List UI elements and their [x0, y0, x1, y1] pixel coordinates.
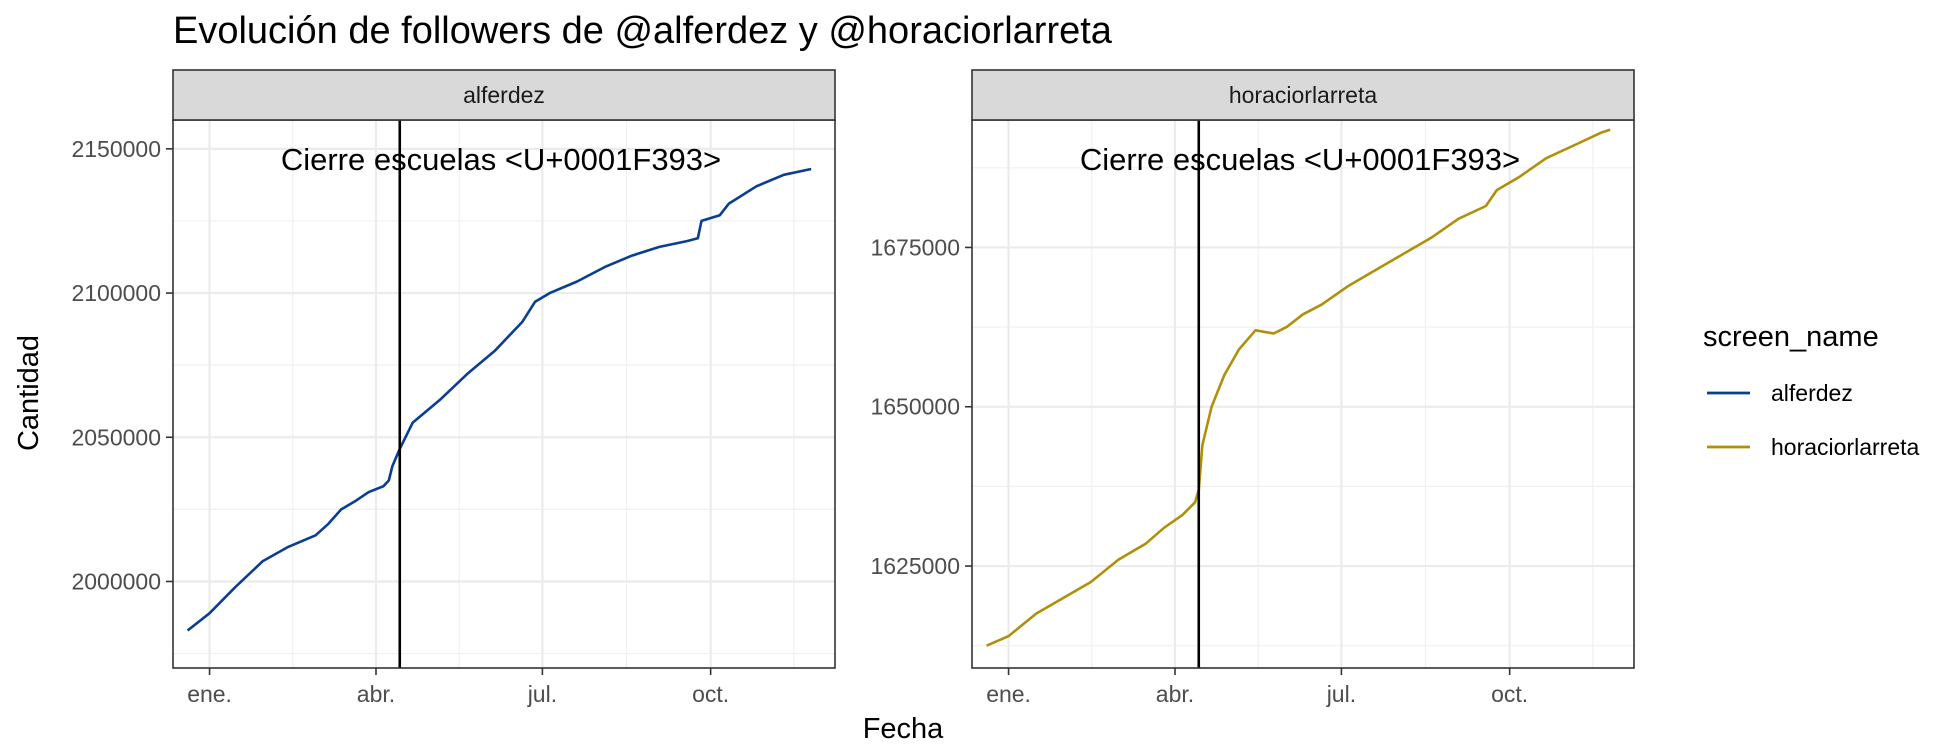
- panel-background: [173, 120, 835, 668]
- series-line-horaciorlarreta: [986, 128, 1611, 647]
- panel-background: [972, 120, 1634, 668]
- series-line-alferdez: [186, 167, 812, 632]
- y-tick-label: 1675000: [870, 234, 960, 260]
- strip-background: [172, 69, 836, 121]
- panels: Cierre escuelas <U+0001F393> alferdez 2000…: [71, 69, 1635, 707]
- y-tick-label: 2050000: [71, 424, 161, 450]
- x-tick-label: abr.: [357, 681, 395, 707]
- x-tick-label: jul.: [527, 681, 557, 707]
- legend: screen_name alferdez horaciorlarreta: [1703, 321, 1919, 460]
- y-tick-label: 2150000: [71, 136, 161, 162]
- x-axis-title: Fecha: [863, 713, 944, 745]
- legend-item-horaciorlarreta: horaciorlarreta: [1707, 434, 1919, 460]
- chart-title: Evolución de followers de @alferdez y @h…: [173, 10, 1113, 52]
- legend-label: alferdez: [1771, 380, 1853, 406]
- annotation-label: Cierre escuelas <U+0001F393>: [281, 142, 721, 177]
- y-tick-label: 2000000: [71, 568, 161, 594]
- y-tick-label: 1650000: [870, 394, 960, 420]
- legend-item-alferdez: alferdez: [1707, 380, 1853, 406]
- panel-alferdez: Cierre escuelas <U+0001F393> alferdez 2000…: [71, 69, 836, 707]
- x-tick-label: oct.: [1491, 681, 1528, 707]
- x-tick-label: ene.: [187, 681, 232, 707]
- x-tick-label: abr.: [1156, 681, 1194, 707]
- y-axis-title: Cantidad: [13, 335, 45, 451]
- x-tick-label: ene.: [986, 681, 1031, 707]
- strip-label: alferdez: [463, 82, 545, 108]
- y-tick-label: 1625000: [870, 553, 960, 579]
- x-tick-label: jul.: [1326, 681, 1356, 707]
- panel-horaciorlarreta: Cierre escuelas <U+0001F393> horaciorlarr…: [870, 69, 1635, 707]
- x-tick-label: oct.: [692, 681, 729, 707]
- strip-background: [971, 69, 1635, 121]
- strip-label: horaciorlarreta: [1229, 82, 1377, 108]
- legend-label: horaciorlarreta: [1771, 434, 1919, 460]
- legend-title: screen_name: [1703, 321, 1879, 353]
- y-tick-label: 2100000: [71, 280, 161, 306]
- annotation-label: Cierre escuelas <U+0001F393>: [1080, 142, 1520, 177]
